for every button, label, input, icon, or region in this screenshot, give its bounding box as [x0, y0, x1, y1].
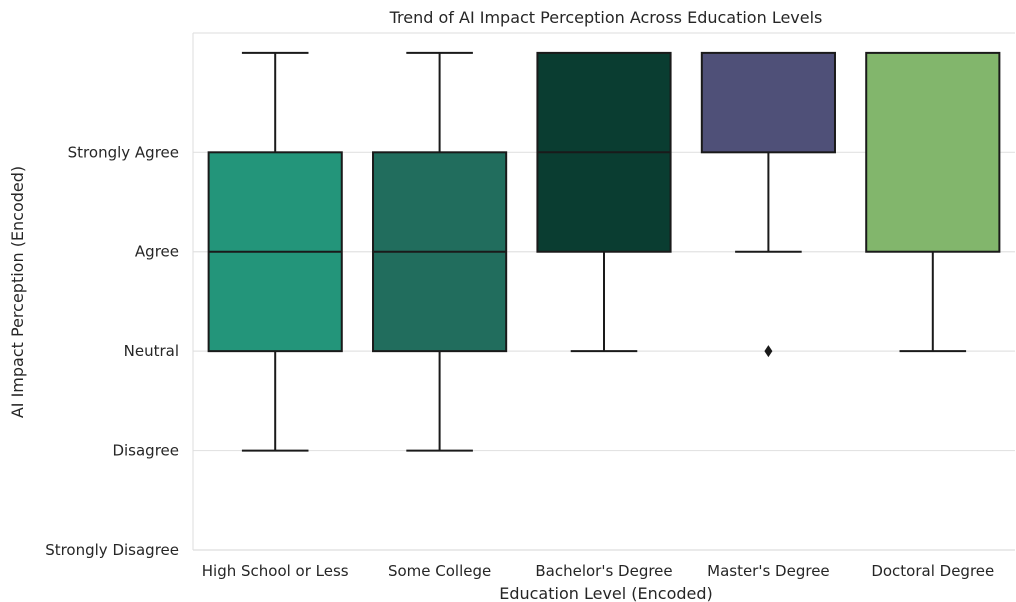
x-tick-label: Some College — [388, 562, 491, 580]
y-tick-label: Agree — [135, 243, 179, 261]
x-tick-label: Master's Degree — [707, 562, 830, 580]
box-plot-bachelor-s-degree — [536, 51, 672, 353]
box-plot-high-school-or-less — [207, 51, 343, 452]
box-plot-master-s-degree — [700, 51, 836, 358]
y-tick-label: Strongly Disagree — [45, 541, 179, 559]
box-plots — [207, 51, 1001, 452]
y-tick-label: Disagree — [112, 442, 179, 460]
y-tick-label: Neutral — [124, 342, 179, 360]
box-plot-some-college — [372, 51, 508, 452]
x-tick-labels: High School or Less Some College Bachelor'… — [202, 562, 995, 580]
y-axis-label: AI Impact Perception (Encoded) — [8, 166, 27, 418]
box-plot-doctoral-degree — [865, 51, 1001, 353]
y-tick-label: Strongly Agree — [68, 143, 179, 161]
box — [700, 51, 836, 154]
x-tick-label: High School or Less — [202, 562, 349, 580]
y-tick-labels: Strongly Disagree Disagree Neutral Agree Str… — [45, 143, 179, 559]
box — [865, 51, 1001, 253]
chart-title: Trend of AI Impact Perception Across Edu… — [389, 8, 823, 27]
x-tick-label: Doctoral Degree — [871, 562, 994, 580]
x-axis-label: Education Level (Encoded) — [499, 584, 713, 602]
x-tick-label: Bachelor's Degree — [535, 562, 672, 580]
outlier-point — [764, 345, 773, 358]
